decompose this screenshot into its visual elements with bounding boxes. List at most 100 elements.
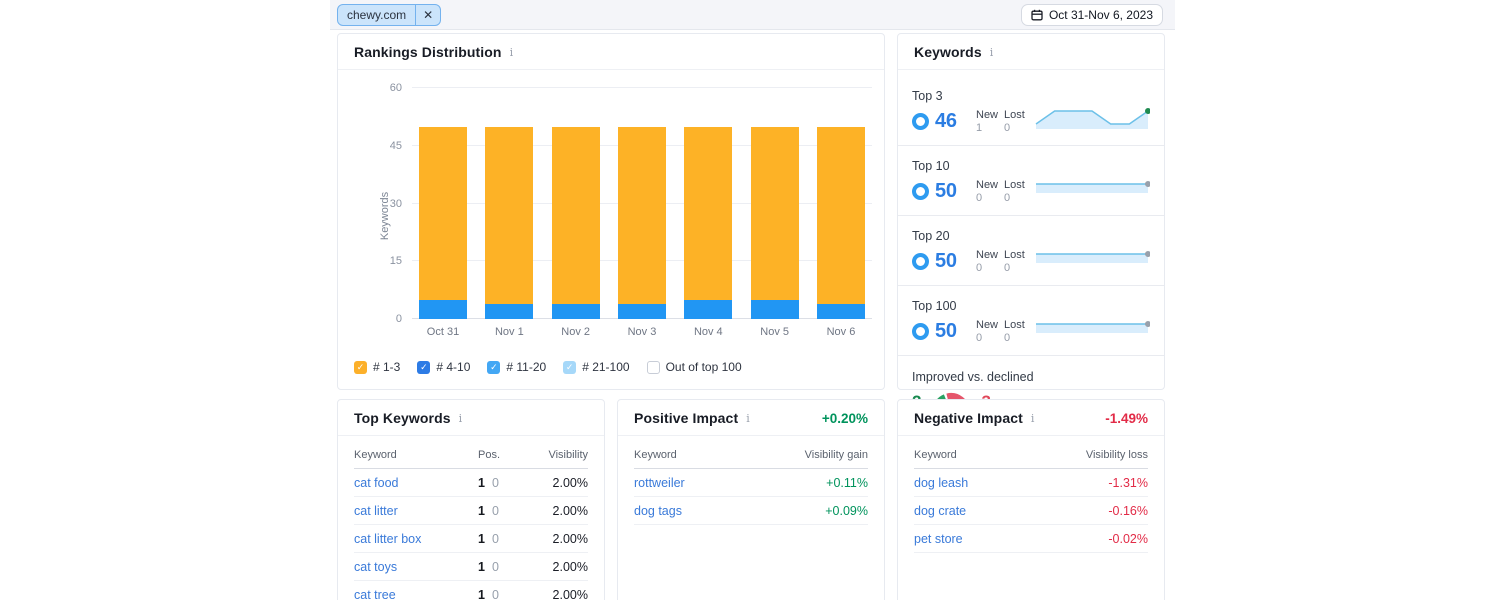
legend-item-label: # 21-100 [582,360,630,374]
legend-item[interactable]: ✓ # 11-20 [487,360,546,374]
position-value: 1 [478,476,485,490]
keyword-link[interactable]: cat litter box [354,524,479,553]
chart-y-ticks: 0 15 30 45 60 [374,82,402,325]
positive-impact-header: Positive Impact i +0.20% [618,400,884,436]
info-icon[interactable]: i [989,45,994,59]
date-range-label: Oct 31-Nov 6, 2023 [1048,7,1153,22]
chart-bar[interactable] [684,88,733,319]
improved-vs-declined-label: Improved vs. declined [912,370,1034,384]
keyword-link[interactable]: rottweiler [634,468,738,497]
checked-checkbox-icon[interactable]: ✓ [487,360,501,374]
ring-icon [912,323,929,340]
close-icon[interactable]: ✕ [423,7,434,22]
date-range-button[interactable]: Oct 31-Nov 6, 2023 [1020,3,1163,26]
sparkline-chart [1034,176,1151,207]
keyword-link[interactable]: cat food [354,468,479,497]
chart-bar[interactable] [551,88,600,319]
new-column: New 1 [976,109,1004,135]
chart-bar[interactable] [419,88,467,319]
table-header-row: Keyword Visibility loss [914,436,1148,469]
negative-impact-row: pet store -0.02% [914,524,1148,553]
legend-item[interactable]: ✓ # 4-10 [417,360,470,374]
chart-bar[interactable] [750,88,799,319]
chart-bar[interactable] [485,88,534,319]
checked-checkbox-icon[interactable]: ✓ [354,360,367,374]
keyword-link[interactable]: pet store [914,524,1024,553]
target-domain-label: chewy.com [347,7,407,22]
keyword-link[interactable]: dog leash [914,468,1024,497]
checked-checkbox-icon[interactable]: ✓ [563,360,577,374]
chart-bar[interactable] [617,88,666,319]
position-change: 0 [491,532,499,546]
keywords-row-top-20[interactable]: Top 20 50 New 0 Lost 0 [898,216,1164,286]
negative-impact-table-wrap: Keyword Visibility loss dog leash -1.31% d… [898,436,1164,553]
unchecked-checkbox-icon[interactable] [646,360,660,374]
negative-impact-row: dog crate -0.16% [914,496,1148,525]
positive-impact-row: rottweiler +0.11% [634,468,868,497]
negative-impact-header: Negative Impact i -1.49% [898,400,1164,436]
keywords-title: Keywords [914,44,982,60]
bar-segment [419,126,467,300]
lost-column: Lost 0 [1004,249,1032,275]
info-icon[interactable]: i [1030,411,1035,425]
new-value: 1 [976,121,983,134]
x-tick-label: Oct 31 [426,326,460,338]
info-icon[interactable]: i [458,411,463,425]
new-label: New [976,318,999,331]
positive-impact-total: +0.20% [821,410,868,426]
keyword-link[interactable]: dog crate [914,496,1024,525]
keyword-link[interactable]: dog tags [634,496,738,525]
keywords-count-group: 50 [912,250,976,273]
bar-segment [816,303,865,319]
chart-bars [412,88,872,319]
impact-value: -0.16% [1023,496,1148,525]
info-icon[interactable]: i [746,411,750,425]
rankings-distribution-panel: Rankings Distribution i Keywords 0 15 30 45… [337,33,885,390]
keywords-row-content: 50 New 0 Lost 0 [912,246,1151,277]
top-keyword-row: cat food 1 0 2.00% [354,468,588,497]
x-tick-label: Nov 6 [826,326,856,338]
y-tick-label: 15 [389,255,402,268]
legend-item[interactable]: ✓ # 1-3 [354,360,400,374]
keyword-link[interactable]: cat tree [354,580,479,600]
bar-segment [684,126,733,300]
keywords-count-group: 50 [912,180,976,203]
keywords-row-label: Top 3 [912,89,943,103]
calendar-icon [1031,9,1043,21]
negative-impact-total: -1.49% [1105,410,1148,426]
positive-impact-row: dog tags +0.09% [634,496,868,525]
dashboard-content: chewy.com ✕ Oct 31-Nov 6, 2023 [330,0,1175,600]
column-visibility: Visibility [517,436,588,469]
impact-value: -1.31% [1023,468,1148,497]
visibility-value: 2.00% [517,552,588,581]
info-icon[interactable]: i [509,45,514,59]
top-keywords-table-wrap: Keyword Pos. Visibility cat food 1 0 2.00% c… [338,436,604,600]
position-change: 0 [491,476,499,490]
negative-impact-table: Keyword Visibility loss dog leash -1.31% d… [914,436,1148,553]
target-domain-chip[interactable]: chewy.com ✕ [337,3,442,26]
keywords-row-content: 50 New 0 Lost 0 [912,316,1151,347]
lost-column: Lost 0 [1004,179,1032,205]
checked-checkbox-icon[interactable]: ✓ [417,360,431,374]
lost-value: 0 [1004,191,1011,204]
keywords-panel: Keywords i Top 3 46 New 1 Lost 0 Top 10 50 New 0 L… [897,33,1165,413]
keywords-row-top-10[interactable]: Top 10 50 New 0 Lost 0 [898,146,1164,216]
negative-impact-row: dog leash -1.31% [914,468,1148,497]
keywords-count: 50 [935,250,957,272]
new-value: 0 [976,191,983,204]
bar-segment [816,126,865,304]
rankings-distribution-title: Rankings Distribution [354,44,502,60]
top-keyword-row: cat toys 1 0 2.00% [354,552,588,581]
legend-item[interactable]: ✓ # 21-100 [563,360,630,374]
visibility-value: 2.00% [517,496,588,525]
keywords-row-top-100[interactable]: Top 100 50 New 0 Lost 0 [898,286,1164,356]
top-keyword-row: cat litter box 1 0 2.00% [354,524,588,553]
chart-bar[interactable] [816,88,865,319]
keyword-link[interactable]: cat toys [354,552,479,581]
keyword-link[interactable]: cat litter [354,496,479,525]
keywords-row-top-3[interactable]: Top 3 46 New 1 Lost 0 [898,76,1164,146]
legend-item[interactable]: Out of top 100 [646,360,742,374]
position-value: 1 [478,560,485,574]
